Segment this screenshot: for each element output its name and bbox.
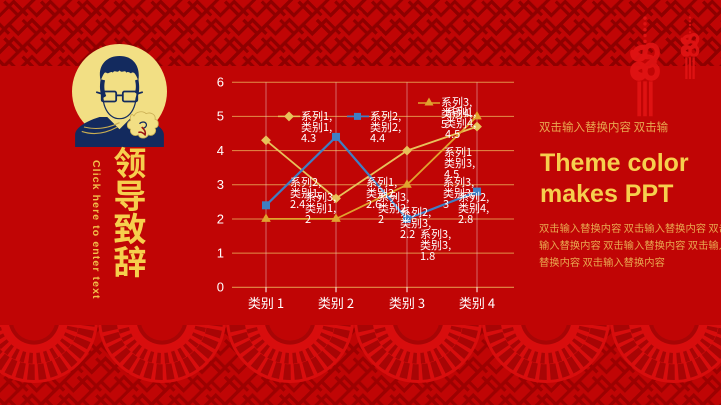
svg-text:6: 6 <box>217 75 224 90</box>
svg-text:类别 3: 类别 3 <box>389 293 425 312</box>
svg-text:2: 2 <box>217 211 224 226</box>
svg-text:4: 4 <box>217 143 224 158</box>
svg-text:类别 2: 类别 2 <box>318 293 354 312</box>
svg-text:类别 4: 类别 4 <box>459 293 495 312</box>
svg-text:5: 5 <box>217 109 224 124</box>
svg-text:1: 1 <box>217 245 224 260</box>
svg-text:0: 0 <box>217 280 224 295</box>
svg-text:类别 1: 类别 1 <box>248 293 284 312</box>
svg-text:3: 3 <box>217 177 224 192</box>
